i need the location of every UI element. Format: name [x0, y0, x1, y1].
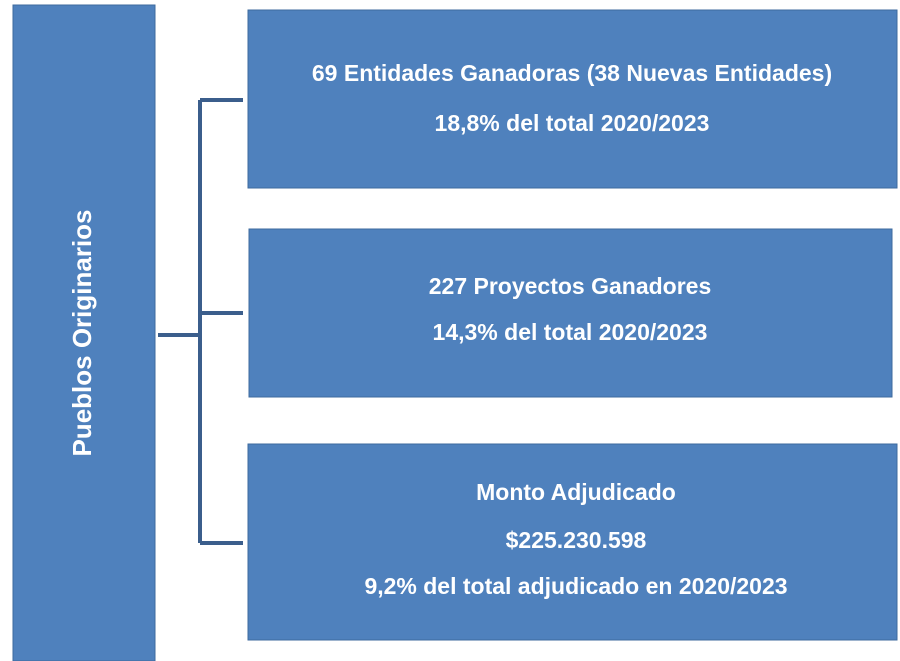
node-box — [247, 9, 898, 189]
node-line: 14,3% del total 2020/2023 — [433, 319, 708, 345]
node-line: 9,2% del total adjudicado en 2020/2023 — [364, 573, 787, 599]
node-line: 18,8% del total 2020/2023 — [435, 110, 710, 136]
root-label: Pueblos Originarios — [67, 209, 97, 456]
node-box — [248, 228, 893, 398]
root-box — [12, 4, 156, 661]
node-line: 227 Proyectos Ganadores — [429, 273, 712, 299]
node-line: $225.230.598 — [506, 527, 647, 553]
bracket — [158, 98, 243, 545]
node-box — [247, 443, 898, 641]
node-line: 69 Entidades Ganadoras (38 Nuevas Entida… — [312, 60, 832, 86]
node-line: Monto Adjudicado — [476, 479, 676, 505]
